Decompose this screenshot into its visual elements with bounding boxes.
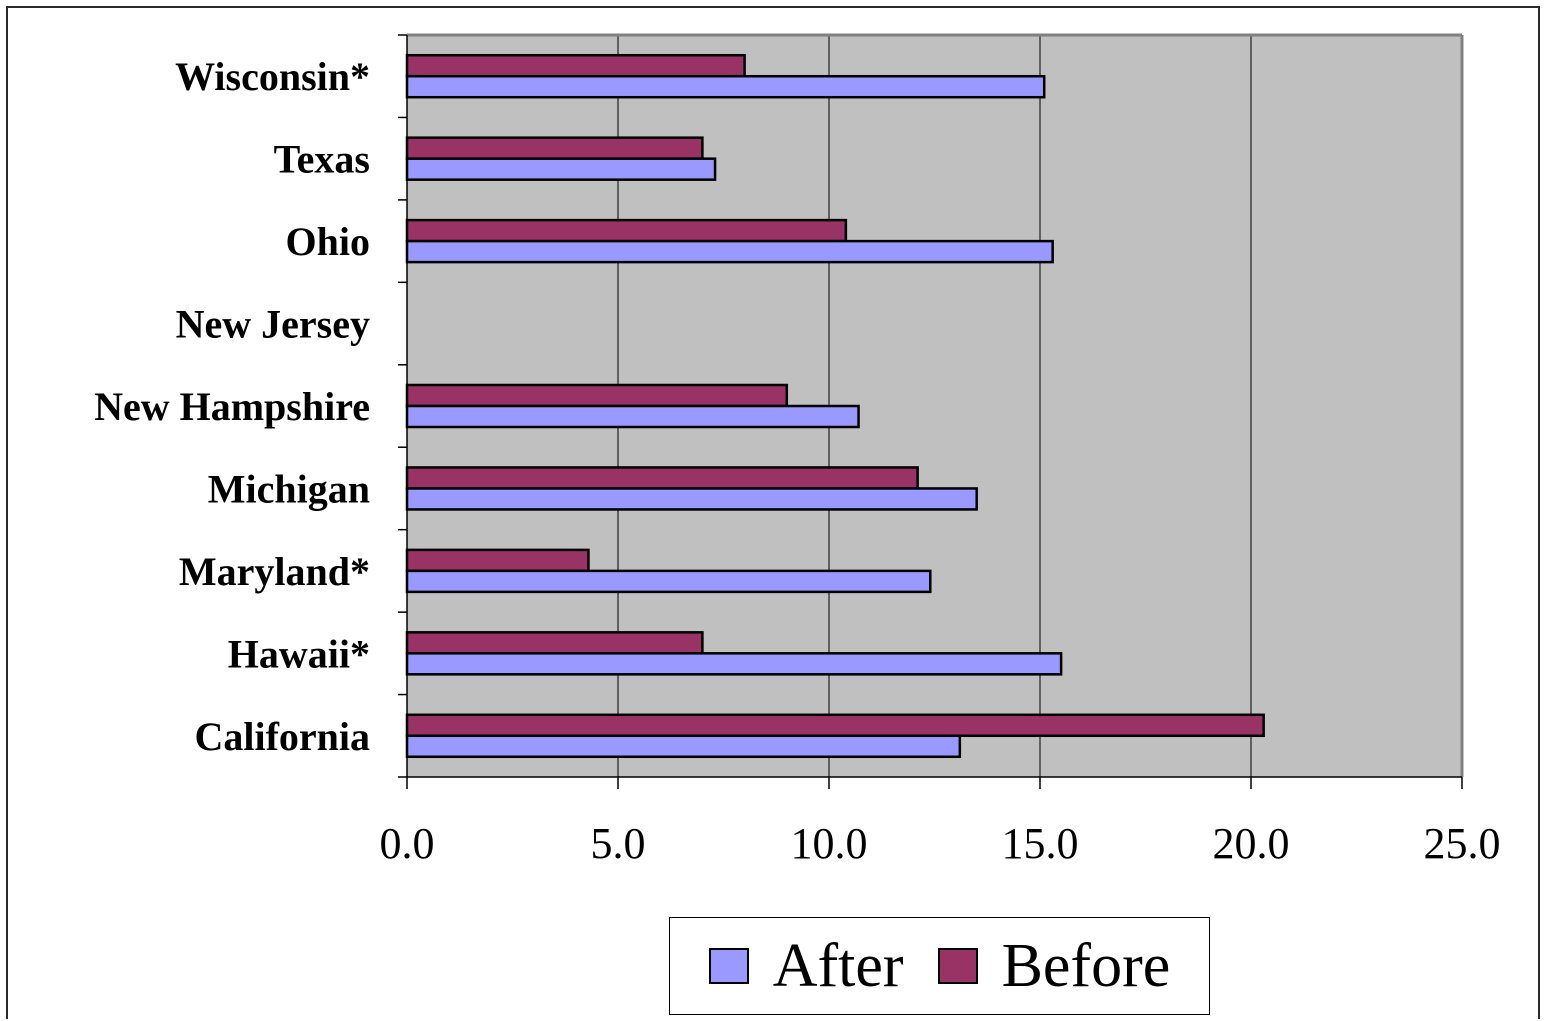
bar-before <box>405 218 848 243</box>
bar-before <box>405 548 590 573</box>
bar-before <box>405 631 704 655</box>
bar-after <box>405 157 717 181</box>
bar-after <box>405 734 962 759</box>
bar-after <box>405 652 1063 676</box>
legend-label-before: Before <box>1001 932 1171 1000</box>
bar-after <box>405 404 860 429</box>
bar-after <box>405 74 1046 99</box>
category-label: Wisconsin* <box>175 54 370 99</box>
category-label: Maryland* <box>179 549 370 594</box>
x-tick-label: 25.0 <box>1424 819 1501 868</box>
legend-item-before: Before <box>937 932 1171 1000</box>
x-tick-label: 15.0 <box>1002 819 1079 868</box>
bar-after <box>405 569 932 594</box>
bar-after <box>405 487 978 511</box>
legend-label-after: After <box>772 932 904 1000</box>
x-tick-label: 10.0 <box>791 819 868 868</box>
bars <box>405 53 1265 759</box>
legend-item-after: After <box>708 932 904 1000</box>
x-tick-label: 5.0 <box>591 819 646 868</box>
bar-after <box>405 239 1054 264</box>
bar-before <box>405 53 746 78</box>
x-tick-label: 20.0 <box>1213 819 1290 868</box>
legend-swatch-after <box>708 948 749 984</box>
category-label: Ohio <box>286 219 370 264</box>
category-label: California <box>194 714 370 759</box>
category-labels: California Hawaii* Maryland* Michigan New Ha… <box>94 54 370 759</box>
bar-before <box>405 383 789 408</box>
bar-before <box>405 136 704 160</box>
category-label: Hawaii* <box>228 631 370 676</box>
category-label: New Hampshire <box>94 384 370 429</box>
axis-ticks <box>398 34 1463 789</box>
legend-swatch-before <box>937 948 978 984</box>
category-label: Texas <box>274 137 370 182</box>
legend: After Before <box>669 917 1210 1015</box>
x-tick-label: 0.0 <box>380 819 435 868</box>
bar-before <box>405 713 1265 738</box>
category-label: New Jersey <box>176 302 370 347</box>
x-tick-labels: 0.0 5.0 10.0 15.0 20.0 25.0 <box>380 819 1501 868</box>
bar-before <box>405 466 919 490</box>
category-label: Michigan <box>208 466 370 511</box>
